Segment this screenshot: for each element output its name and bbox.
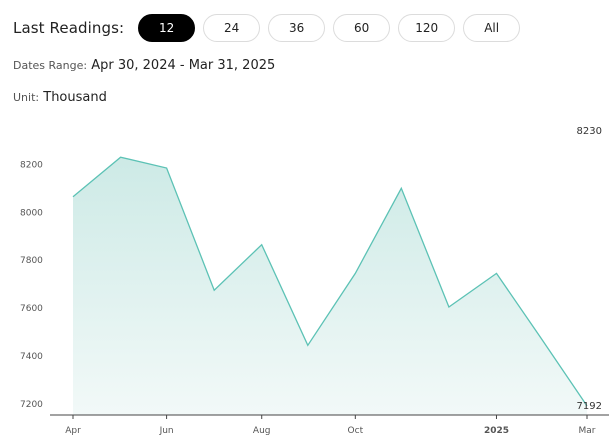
readings-option-all[interactable]: All: [463, 14, 521, 42]
x-axis: Apr Jun Aug Oct 2025 Mar: [65, 415, 596, 436]
readings-option-12[interactable]: 12: [138, 14, 196, 42]
data-point[interactable]: [305, 342, 311, 348]
y-tick-label: 8000: [20, 208, 43, 218]
data-point[interactable]: [398, 185, 404, 191]
dates-range-value: Apr 30, 2024 - Mar 31, 2025: [91, 58, 276, 73]
data-point[interactable]: [259, 242, 265, 248]
x-tick-label: Aug: [253, 426, 271, 436]
min-value-label: 7192: [577, 401, 602, 412]
unit-row: Unit: Thousand: [13, 90, 107, 105]
x-tick-label: 2025: [484, 426, 509, 436]
dates-range-row: Dates Range: Apr 30, 2024 - Mar 31, 2025: [13, 58, 275, 73]
data-point[interactable]: [352, 270, 358, 276]
x-tick-label: Jun: [159, 426, 174, 436]
data-point[interactable]: [118, 154, 124, 160]
series-line: [72, 156, 588, 407]
dates-range-label: Dates Range:: [13, 59, 88, 72]
last-readings-bar: Last Readings: 12 24 36 60 120 All: [13, 14, 528, 42]
y-tick-label: 7800: [20, 256, 43, 266]
data-point[interactable]: [494, 270, 500, 276]
readings-option-24[interactable]: 24: [203, 14, 261, 42]
readings-option-120[interactable]: 120: [398, 14, 456, 42]
y-tick-label: 7600: [20, 304, 43, 314]
readings-option-36[interactable]: 36: [268, 14, 326, 42]
x-tick-label: Mar: [579, 426, 596, 436]
y-axis: 7200 7400 7600 7800 8000 8200: [20, 160, 43, 410]
readings-option-60[interactable]: 60: [333, 14, 391, 42]
data-point[interactable]: [211, 287, 217, 293]
y-tick-label: 8200: [20, 160, 43, 170]
x-tick-label: Oct: [348, 426, 364, 436]
y-tick-label: 7400: [20, 352, 43, 362]
max-value-label: 8230: [577, 126, 602, 137]
y-tick-label: 7200: [20, 400, 43, 410]
x-tick-label: Apr: [65, 426, 81, 436]
last-readings-label: Last Readings:: [13, 19, 125, 37]
series-area-fill: [73, 157, 587, 415]
data-point[interactable]: [446, 304, 452, 310]
data-point[interactable]: [536, 333, 542, 339]
unit-label: Unit:: [13, 91, 40, 104]
data-point[interactable]: [164, 165, 170, 171]
data-point[interactable]: [70, 194, 76, 200]
unit-value: Thousand: [43, 90, 107, 105]
